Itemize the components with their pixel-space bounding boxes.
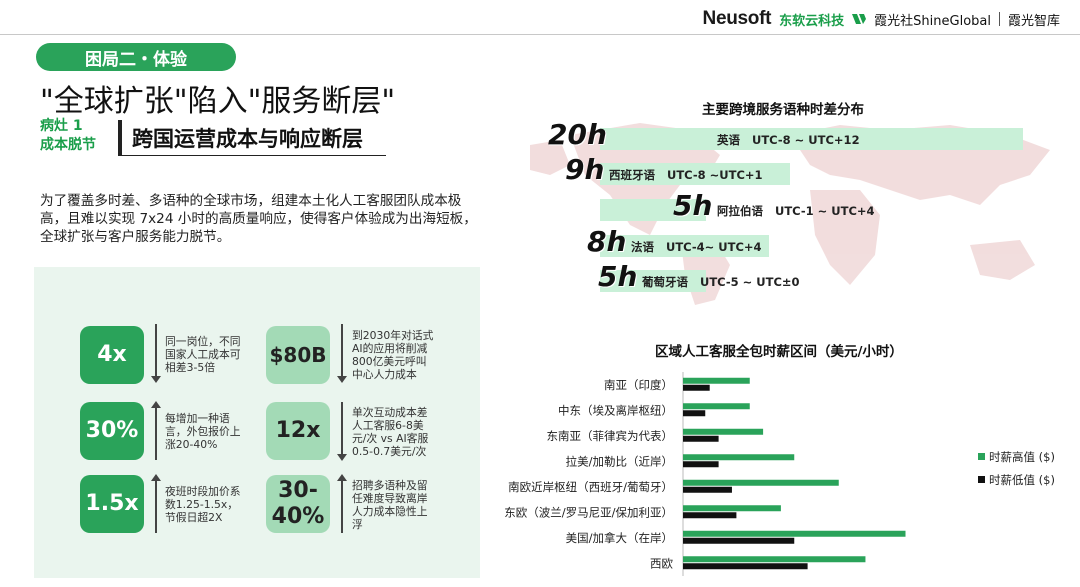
page-title: "全球扩张"陷入"服务断层" — [40, 84, 396, 119]
timezone-value-label: 8h — [587, 225, 627, 258]
language-name: 英语 — [717, 133, 740, 147]
timezone-value-label: 20h — [548, 118, 607, 151]
timezone-value-label: 5h — [673, 189, 713, 222]
stat-badge-language-cost: 30% — [80, 402, 144, 460]
neusoft-mark-icon — [852, 14, 867, 24]
legend-swatch — [978, 453, 985, 460]
timezone-bar-label: 西班牙语 UTC-8 ~UTC+1 — [609, 167, 763, 183]
bar-low — [683, 486, 732, 493]
brand-bar: Neusoft 东软云科技 霞光社ShineGlobal 霞光智库 — [703, 8, 1060, 30]
category-label: 拉美/加勒比（近岸） — [566, 454, 673, 468]
stat-text-language-cost: 每增加一种语言，外包报价上涨20-40% — [165, 412, 241, 451]
bar-low — [683, 435, 719, 442]
stat-badge-offshore-cost: 30-40% — [266, 475, 330, 533]
bug-tag-line1: 病灶 1 — [40, 118, 83, 134]
stat-badge-ai-savings: $80B — [266, 326, 330, 384]
timezone-value-label: 9h — [565, 153, 605, 186]
header-separator — [998, 12, 1000, 26]
stat-badge-night-shift: 1.5x — [80, 475, 144, 533]
timezone-value-label: 5h — [598, 260, 638, 293]
bug-tag: 病灶 1 成本脱节 — [40, 117, 96, 155]
stat-text-interaction-cost: 单次互动成本差人工客服6-8美元/次 vs AI客服0.5-0.7美元/次 — [352, 406, 429, 458]
category-label: 中东（埃及离岸枢纽） — [558, 403, 673, 417]
neusoft-logo-text: Neusoft — [702, 8, 772, 29]
wage-chart: 区域人工客服全包时薪区间（美元/小时） 南亚（印度） 中东（埃及离岸枢纽） 东南亚（… — [490, 330, 1080, 585]
utc-range: UTC-5 ~ UTC±0 — [700, 275, 800, 289]
category-label: 南亚（印度） — [604, 378, 673, 392]
partner-name: 霞光社ShineGlobal — [874, 13, 991, 29]
stats-panel: 4x 同一岗位，不同国家人工成本可相差3-5倍 $80B 到2030年对话式AI… — [34, 267, 480, 578]
legend-label: 时薪低值 ($) — [989, 473, 1055, 487]
arrow-up-icon — [151, 401, 161, 460]
bar-low — [683, 563, 808, 570]
bar-high — [683, 403, 750, 410]
bar-high — [683, 556, 866, 563]
timezone-bar — [600, 199, 706, 221]
language-name: 葡萄牙语 — [642, 275, 688, 289]
utc-range: UTC-8 ~UTC+1 — [667, 168, 763, 182]
bug-tag-line2: 成本脱节 — [40, 137, 96, 153]
bar-low — [683, 512, 737, 519]
timezone-chart: 主要跨境服务语种时差分布 20h 英语 UTC-8 ~ UTC+12 9h 西班牙语 UT… — [530, 95, 1070, 310]
timezone-bar-label: 葡萄牙语 UTC-5 ~ UTC±0 — [642, 274, 800, 290]
timezone-bar — [600, 128, 1023, 150]
bar-low — [683, 461, 719, 468]
bar-high — [683, 377, 750, 384]
category-label: 南欧近岸枢纽（西班牙/葡萄牙） — [508, 480, 673, 494]
category-label: 东欧（波兰/罗马尼亚/保加利亚） — [504, 505, 673, 519]
utc-range: UTC-8 ~ UTC+12 — [752, 133, 860, 147]
stat-text-offshore-cost: 招聘多语种及留任难度导致离岸人力成本隐性上浮 — [352, 479, 428, 531]
language-name: 法语 — [631, 240, 654, 254]
section-label-pill: 困局二・体验 — [36, 43, 236, 71]
timezone-bar — [600, 163, 791, 185]
language-name: 阿拉伯语 — [717, 204, 763, 218]
bar-low — [683, 410, 706, 417]
legend-label: 时薪高值 ($) — [989, 450, 1055, 464]
bar-high — [683, 479, 839, 486]
category-label: 东南亚（菲律宾为代表） — [547, 429, 674, 443]
bar-low — [683, 537, 795, 544]
stat-badge-interaction-cost: 12x — [266, 402, 330, 460]
timezone-bar — [600, 235, 770, 257]
timezone-chart-title: 主要跨境服务语种时差分布 — [702, 102, 864, 118]
bar-high — [683, 530, 906, 537]
stat-text-cost-multiple: 同一岗位，不同国家人工成本可相差3-5倍 — [165, 335, 241, 374]
timezone-bar-label: 阿拉伯语 UTC-1 ~ UTC+4 — [717, 203, 875, 219]
bar-low — [683, 384, 710, 391]
header-divider — [0, 34, 1080, 35]
arrow-up-icon — [337, 474, 347, 533]
stat-badge-cost-multiple: 4x — [80, 326, 144, 384]
utc-range: UTC-4~ UTC+4 — [666, 240, 762, 254]
bar-high — [683, 454, 795, 461]
timezone-bar — [600, 270, 706, 292]
stat-text-ai-savings: 到2030年对话式AI的应用将削减800亿美元呼叫中心人力成本 — [352, 329, 434, 381]
timezone-bar-label: 法语 UTC-4~ UTC+4 — [631, 239, 762, 255]
arrow-down-icon — [337, 324, 347, 383]
arrow-down-icon — [151, 324, 161, 383]
bar-high — [683, 428, 764, 435]
stat-text-night-shift: 夜班时段加价系数1.25-1.5x，节假日超2X — [165, 485, 241, 524]
category-label: 美国/加拿大（在岸） — [566, 531, 673, 545]
bar-high — [683, 505, 781, 512]
partner-name-2: 霞光智库 — [1007, 13, 1060, 29]
utc-range: UTC-1 ~ UTC+4 — [775, 204, 875, 218]
wage-chart-plot: 南亚（印度） 中东（埃及离岸枢纽） 东南亚（菲律宾为代表） 拉美/加勒比（近岸） 南欧近… — [504, 372, 1055, 576]
description-text: 为了覆盖多时差、多语种的全球市场，组建本土化人工客服团队成本极高，且难以实现 7… — [40, 193, 477, 245]
timezone-bar-label: 英语 UTC-8 ~ UTC+12 — [717, 132, 860, 148]
wage-chart-title: 区域人工客服全包时薪区间（美元/小时） — [655, 344, 903, 360]
category-label: 西欧 — [650, 556, 673, 570]
neusoft-cn-text: 东软云科技 — [779, 13, 845, 29]
arrow-down-icon — [337, 402, 347, 461]
language-name: 西班牙语 — [609, 168, 655, 182]
arrow-up-icon — [151, 474, 161, 533]
legend-swatch — [978, 476, 985, 483]
subtitle: 跨国运营成本与响应断层 — [118, 120, 386, 156]
